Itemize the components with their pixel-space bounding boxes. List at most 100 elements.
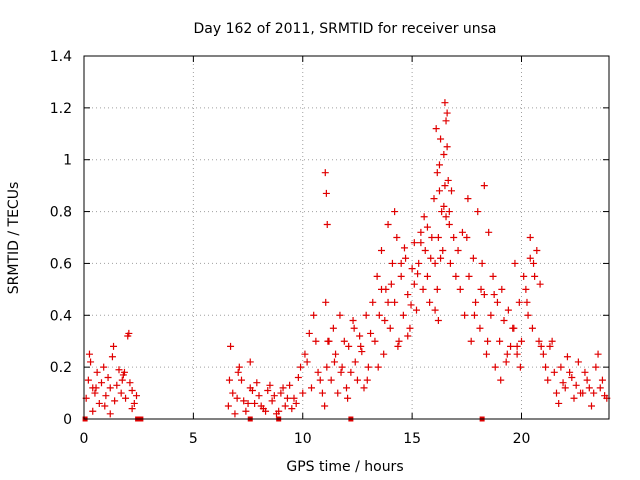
data-point [360, 384, 368, 392]
data-point [483, 350, 490, 358]
y-tick-label: 1 [63, 153, 72, 169]
data-point [321, 402, 329, 410]
data-point [435, 187, 443, 195]
data-point [408, 265, 416, 273]
data-point [577, 389, 585, 397]
data-point [596, 384, 604, 392]
data-point [224, 402, 232, 410]
data-point [522, 285, 530, 293]
data-point [128, 386, 136, 394]
data-point [491, 363, 499, 371]
data-point [480, 182, 488, 190]
data-point [294, 374, 302, 382]
data-point [93, 368, 101, 376]
data-point [362, 311, 370, 319]
data-point [106, 384, 114, 392]
data-point [301, 350, 309, 358]
data-point [442, 213, 450, 221]
data-point [268, 397, 276, 405]
data-point [87, 358, 95, 366]
data-point [308, 384, 315, 392]
data-point [402, 254, 410, 262]
y-tick-label: 1.4 [50, 49, 72, 65]
data-point [120, 368, 128, 376]
data-point [434, 234, 442, 241]
data-point [469, 254, 477, 262]
data-point [358, 348, 366, 356]
data-point [299, 389, 307, 397]
data-point [478, 259, 486, 267]
data-point [122, 394, 130, 402]
data-point [440, 151, 448, 159]
data-point [437, 254, 445, 262]
data-point [378, 285, 385, 293]
data-point [84, 376, 92, 384]
data-point [526, 234, 534, 241]
data-point [130, 399, 138, 407]
data-point [433, 169, 441, 177]
data-point [511, 259, 519, 267]
data-point [420, 213, 428, 221]
data-point [498, 285, 506, 293]
data-point [441, 99, 449, 107]
data-point [476, 324, 484, 332]
data-point [386, 324, 394, 332]
data-point [255, 392, 263, 400]
data-point [297, 363, 305, 371]
data-point [423, 223, 431, 231]
data-point [432, 125, 440, 133]
y-tick-label: 0 [63, 412, 72, 428]
data-point [343, 384, 350, 392]
data-point [323, 363, 331, 371]
data-point [417, 239, 425, 247]
data-point [374, 363, 382, 371]
data-point [585, 384, 593, 392]
x-tick-label: 0 [80, 431, 89, 447]
data-point [288, 405, 296, 413]
data-point [414, 270, 422, 278]
data-point [590, 389, 598, 397]
data-point [318, 389, 326, 397]
chart-title: Day 162 of 2011, SRMTID for receiver uns… [193, 21, 496, 37]
data-point [446, 259, 454, 267]
data-point [384, 221, 392, 229]
data-point [439, 246, 447, 254]
data-point [321, 169, 329, 177]
data-point [101, 402, 109, 410]
data-point [126, 379, 134, 387]
data-point [456, 285, 464, 293]
data-point [281, 402, 289, 410]
data-point [286, 381, 294, 389]
data-point [337, 368, 345, 376]
data-point [433, 285, 441, 293]
data-point [410, 280, 418, 288]
data-point [415, 259, 423, 267]
data-point [470, 311, 478, 319]
data-point [100, 363, 108, 371]
data-point [407, 301, 415, 309]
data-point [570, 394, 578, 402]
data-point [251, 399, 259, 407]
data-point [419, 285, 427, 293]
data-point [290, 394, 298, 402]
data-point [417, 228, 425, 236]
data-point [108, 353, 116, 361]
data-point [133, 392, 140, 400]
data-point [568, 374, 576, 382]
data-point [592, 363, 600, 371]
data-point [400, 244, 408, 252]
data-point [391, 208, 399, 216]
data-point [227, 342, 235, 350]
data-point [441, 182, 449, 190]
data-point [244, 399, 252, 407]
data-point [515, 298, 523, 306]
data-point [500, 316, 508, 324]
data-point [381, 316, 389, 324]
data-point [229, 389, 237, 397]
data-point [329, 324, 337, 332]
data-point [413, 306, 420, 314]
data-point [98, 379, 105, 387]
data-point [546, 342, 554, 350]
data-point [369, 298, 377, 306]
data-point [574, 358, 582, 366]
